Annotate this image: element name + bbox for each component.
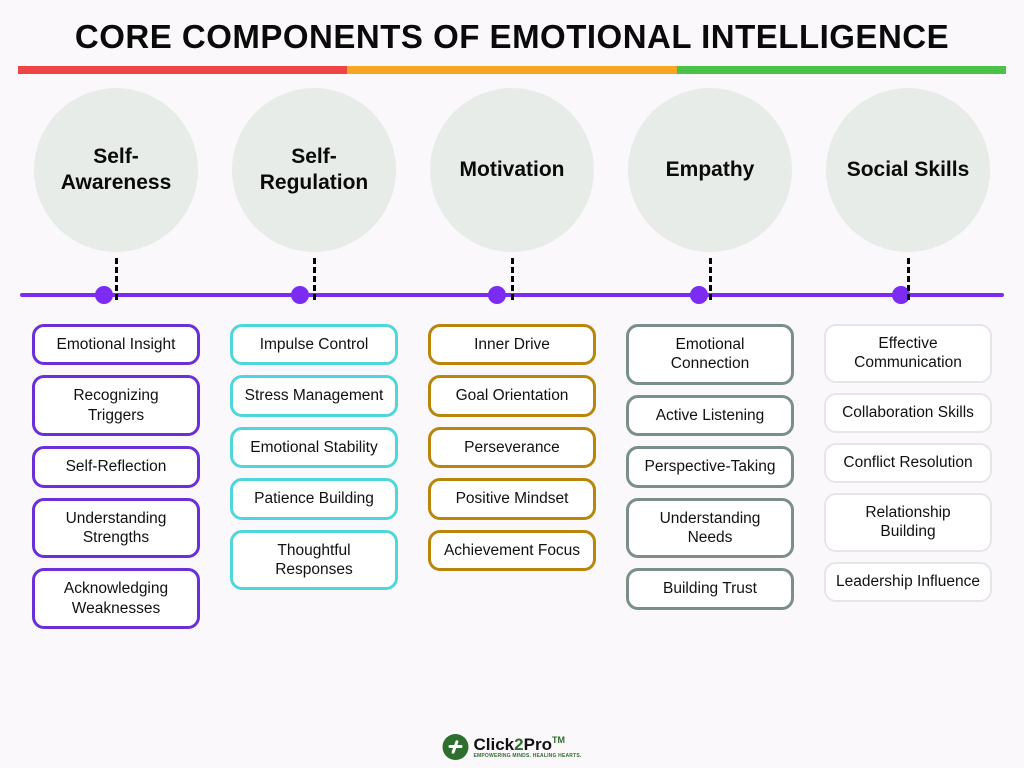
component-item: Building Trust (626, 568, 794, 609)
component-circle: Social Skills (826, 88, 990, 252)
component-items: Emotional Connection Active Listening Pers… (616, 324, 804, 610)
accent-bar-segment-2 (347, 66, 676, 74)
component-column: Empathy Emotional Connection Active Listen… (616, 88, 804, 629)
page-title: CORE COMPONENTS OF EMOTIONAL INTELLIGENC… (0, 0, 1024, 66)
connector-stem (709, 258, 712, 300)
component-items: Effective Communication Collaboration Ski… (814, 324, 1002, 602)
component-item: Thoughtful Responses (230, 530, 398, 591)
component-item: Perspective-Taking (626, 446, 794, 487)
component-item: Recognizing Triggers (32, 375, 200, 436)
component-item: Understanding Strengths (32, 498, 200, 559)
columns-container: Self-Awareness Emotional Insight Recognizi… (0, 88, 1024, 629)
component-item: Emotional Stability (230, 427, 398, 468)
component-items: Impulse Control Stress Management Emotiona… (220, 324, 408, 590)
logo-word-accent: 2 (514, 735, 523, 754)
logo-icon (443, 734, 469, 760)
component-circle: Motivation (430, 88, 594, 252)
component-item: Understanding Needs (626, 498, 794, 559)
accent-bar (18, 66, 1006, 74)
connector-stem (511, 258, 514, 300)
component-column: Motivation Inner Drive Goal Orientation Per… (418, 88, 606, 629)
connector-stem (115, 258, 118, 300)
component-item: Self-Reflection (32, 446, 200, 487)
component-item: Patience Building (230, 478, 398, 519)
component-item: Effective Communication (824, 324, 992, 383)
connector-stem (907, 258, 910, 300)
component-circle: Empathy (628, 88, 792, 252)
component-items: Emotional Insight Recognizing Triggers Sel… (22, 324, 210, 629)
component-item: Acknowledging Weaknesses (32, 568, 200, 629)
component-column: Self-Regulation Impulse Control Stress Man… (220, 88, 408, 629)
component-item: Active Listening (626, 395, 794, 436)
component-item: Emotional Connection (626, 324, 794, 385)
component-item: Leadership Influence (824, 562, 992, 602)
component-item: Achievement Focus (428, 530, 596, 571)
accent-bar-segment-1 (18, 66, 347, 74)
logo-text-block: Click2ProTM EMPOWERING MINDS. HEALING HE… (474, 735, 582, 759)
component-item: Emotional Insight (32, 324, 200, 365)
component-item: Goal Orientation (428, 375, 596, 416)
logo-tm: TM (552, 735, 565, 745)
logo-word-1: Click (474, 735, 515, 754)
brand-logo: Click2ProTM EMPOWERING MINDS. HEALING HE… (443, 734, 582, 760)
component-item: Relationship Building (824, 493, 992, 552)
connector-stem (313, 258, 316, 300)
component-column: Social Skills Effective Communication Coll… (814, 88, 1002, 629)
component-item: Collaboration Skills (824, 393, 992, 433)
component-item: Impulse Control (230, 324, 398, 365)
logo-word-2: Pro (524, 735, 552, 754)
logo-tagline: EMPOWERING MINDS. HEALING HEARTS. (474, 753, 582, 759)
component-column: Self-Awareness Emotional Insight Recognizi… (22, 88, 210, 629)
component-item: Perseverance (428, 427, 596, 468)
component-circle: Self-Awareness (34, 88, 198, 252)
component-item: Inner Drive (428, 324, 596, 365)
logo-text: Click2ProTM (474, 735, 582, 755)
component-items: Inner Drive Goal Orientation Perseverance P… (418, 324, 606, 571)
accent-bar-segment-3 (677, 66, 1006, 74)
component-circle: Self-Regulation (232, 88, 396, 252)
component-item: Stress Management (230, 375, 398, 416)
component-item: Conflict Resolution (824, 443, 992, 483)
component-item: Positive Mindset (428, 478, 596, 519)
